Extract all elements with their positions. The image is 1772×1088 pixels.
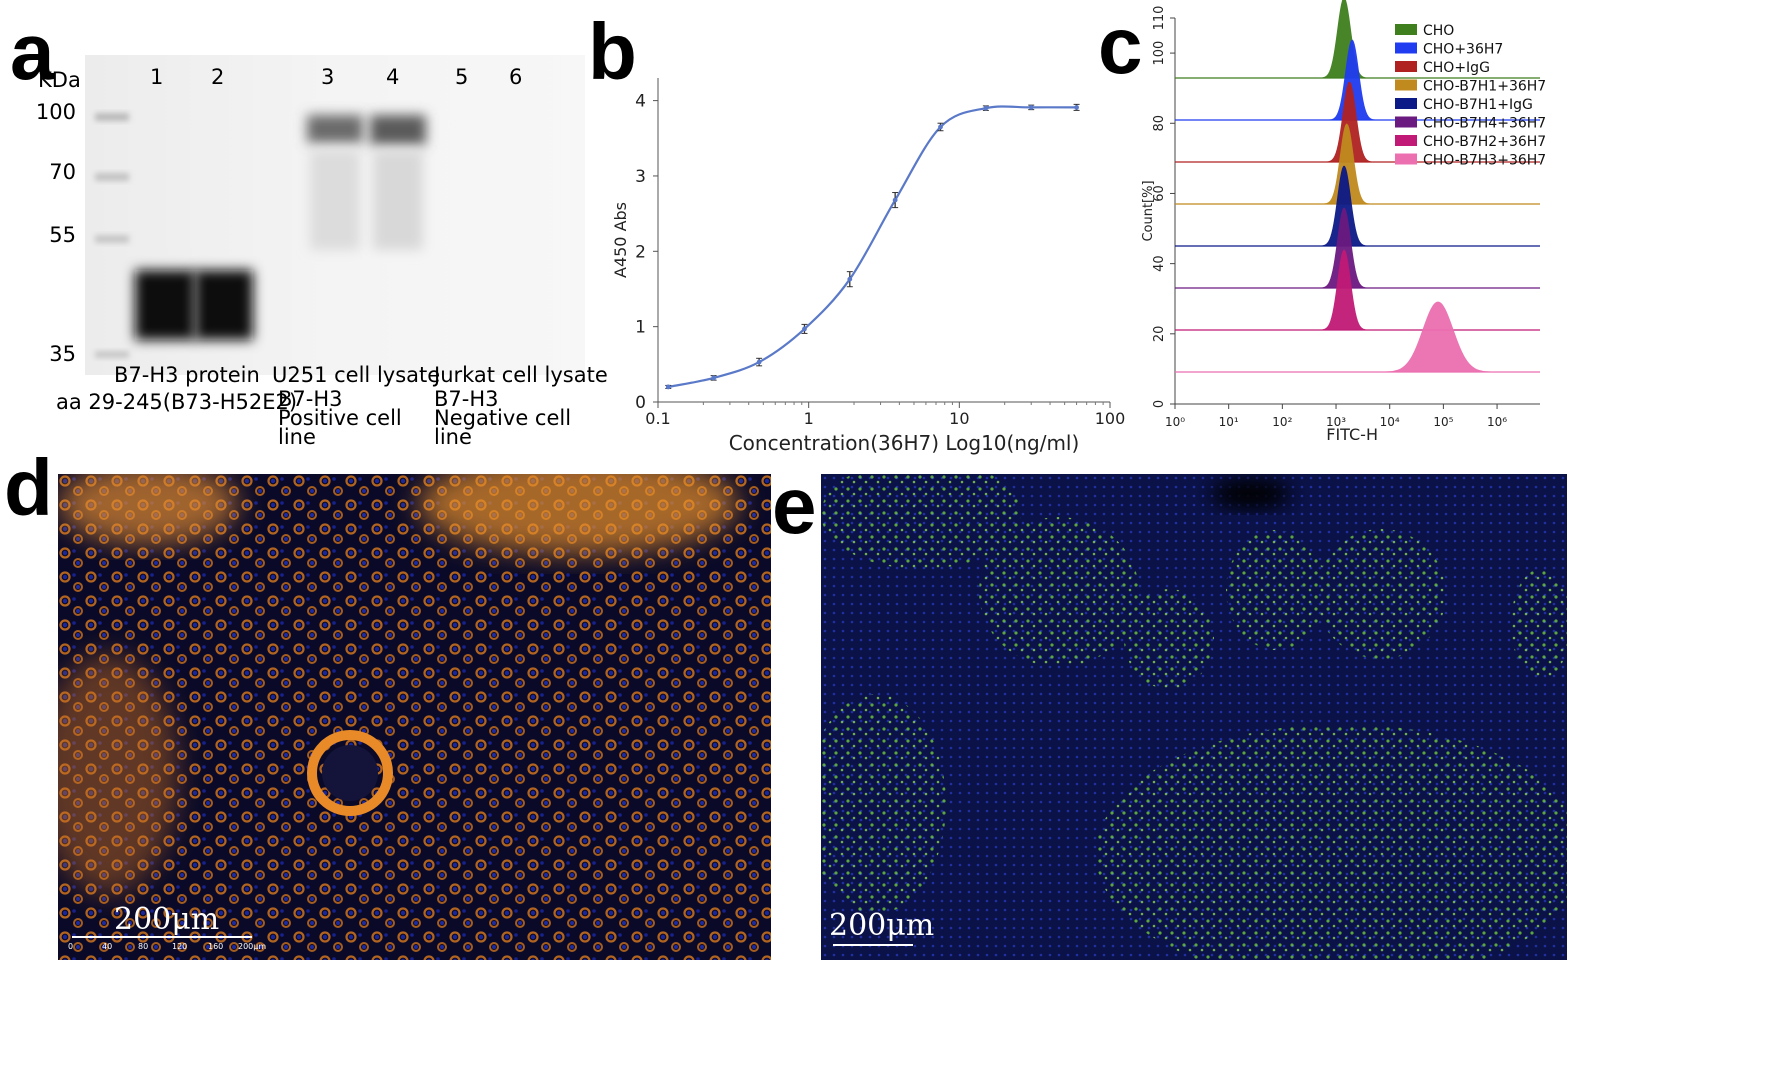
scale-bar-d (72, 936, 252, 938)
legend-label: CHO (1423, 23, 1454, 39)
x-axis-label: FITC-H (1326, 425, 1378, 440)
scale-tick: 80 (138, 942, 149, 951)
lane-number: 2 (211, 65, 225, 89)
data-point (665, 384, 671, 390)
legend-swatch (1395, 153, 1417, 165)
x-tick-label: 10² (1272, 415, 1292, 429)
histogram-cho-b7h2-36h7 (1175, 249, 1540, 331)
legend-swatch (1395, 98, 1417, 109)
data-point (983, 105, 989, 111)
data-point (1028, 104, 1034, 110)
lane-number: 5 (455, 65, 469, 89)
x-tick-label: 10⁵ (1433, 415, 1453, 429)
legend-label: CHO-B7H3+36H7 (1423, 153, 1546, 169)
data-point (892, 197, 898, 203)
legend-label: CHO-B7H2+36H7 (1423, 134, 1546, 150)
y-tick-label: 4 (635, 92, 646, 112)
mw-marker-70: 70 (49, 160, 76, 184)
panel-b-letter: b (588, 7, 637, 96)
lane-number: 6 (509, 65, 523, 89)
histogram-cho-igg (1175, 81, 1540, 163)
x-axis-label: Concentration(36H7) Log10(ng/ml) (729, 431, 1080, 455)
x-tick-label: 10³ (1326, 415, 1346, 429)
x-tick-label: 10¹ (1219, 415, 1239, 429)
group-title-jurkat: Jurkat cell lysate (434, 363, 608, 387)
y-tick-label: 2 (635, 242, 646, 262)
histogram-cho-b7h3-36h7 (1175, 301, 1540, 373)
panel-a-letter: a (10, 7, 55, 96)
histogram-cho-b7h4-36h7 (1175, 207, 1540, 289)
group-subtitle-jurkat: B7-H3 Negative cell line (434, 387, 572, 449)
panel-e-letter: e (772, 461, 817, 550)
y-tick-label: 60 (1152, 185, 1167, 202)
y-tick-label: 0 (635, 393, 646, 413)
scale-bar-label-d: 200μm (114, 902, 220, 937)
group-subtitle-u251: B7-H3 Positive cell line (278, 387, 402, 449)
y-axis-label: Count[%] (1141, 180, 1156, 241)
legend-swatch (1395, 61, 1417, 72)
data-point (938, 124, 943, 130)
y-tick-label: 1 (635, 318, 646, 338)
mw-marker-55: 55 (49, 223, 76, 247)
y-tick-label: 20 (1152, 326, 1167, 343)
data-point (756, 359, 762, 365)
lane-number: 3 (321, 65, 335, 89)
y-tick-label: 40 (1152, 255, 1167, 272)
x-tick-label: 1 (804, 409, 814, 428)
histogram-cho-b7h1-igg (1175, 165, 1540, 247)
y-tick-label: 80 (1152, 115, 1167, 132)
y-axis-label: A450 Abs (611, 202, 630, 278)
data-point (1074, 104, 1079, 110)
legend-label: CHO-B7H1+IgG (1423, 97, 1533, 113)
mw-marker-35: 35 (49, 342, 76, 366)
x-tick-label: 10⁰ (1165, 415, 1185, 429)
panel-c-letter: c (1098, 1, 1143, 90)
curve-line (668, 105, 1077, 389)
data-point (802, 326, 807, 332)
x-tick-label: 10⁶ (1487, 415, 1507, 429)
legend-swatch (1395, 135, 1417, 146)
lane-number: 1 (150, 65, 164, 89)
scale-tick: 160 (208, 942, 224, 951)
y-tick-label: 3 (635, 167, 646, 187)
scale-tick: 40 (102, 942, 113, 951)
y-tick-label: 0 (1152, 400, 1167, 408)
legend-swatch (1395, 42, 1417, 54)
group-subtitle-protein: aa 29-245(B73-H52E2) (56, 390, 298, 414)
scale-bar-label-e: 200μm (829, 908, 935, 943)
x-tick-label: 0.1 (645, 409, 670, 428)
scale-bar-e (833, 944, 913, 946)
fluorescence-image-e: 200μm (821, 474, 1567, 960)
x-tick-label: 100 (1095, 409, 1126, 428)
x-tick-label: 10⁴ (1380, 415, 1400, 429)
western-blot-image (85, 55, 585, 375)
x-tick-label: 10 (949, 409, 969, 428)
flow-cytometry-chart: 0 20 40 60 80 100 110 10⁰ 10¹ 10² 10³ 10⁴ 10⁵ 10⁶ Coun… (1141, 0, 1546, 440)
legend-swatch (1395, 24, 1417, 35)
legend-label: CHO+36H7 (1423, 42, 1503, 58)
scale-tick: 0 (68, 942, 74, 951)
scale-tick: 200μm (238, 942, 267, 951)
y-tick-label: 110 (1152, 6, 1167, 31)
elisa-chart: 0 1 2 3 4 0.1 1 10 100 A450 Abs Concentration(36H7… (611, 78, 1126, 455)
group-title-protein: B7-H3 protein (114, 363, 260, 387)
scale-tick: 120 (172, 942, 188, 951)
legend-swatch (1395, 79, 1417, 91)
data-point (847, 276, 853, 282)
y-tick-label: 100 (1152, 41, 1167, 66)
data-point (711, 375, 717, 381)
fluorescence-image-d: 200μm 0 40 80 120 160 200μm (58, 474, 771, 960)
histogram-cho-36h7 (1175, 39, 1540, 121)
legend-label: CHO+IgG (1423, 60, 1490, 76)
mw-marker-100: 100 (35, 100, 76, 124)
panel-d-letter: d (4, 443, 53, 532)
lane-number: 4 (386, 65, 400, 89)
legend-label: CHO-B7H4+36H7 (1423, 116, 1546, 132)
histogram-cho-b7h1-36h7 (1175, 123, 1540, 205)
group-title-u251: U251 cell lysate (272, 363, 441, 387)
legend-label: CHO-B7H1+36H7 (1423, 79, 1546, 95)
kda-label: KDa (38, 68, 81, 92)
legend-swatch (1395, 116, 1417, 128)
western-blot-panel (85, 55, 585, 375)
